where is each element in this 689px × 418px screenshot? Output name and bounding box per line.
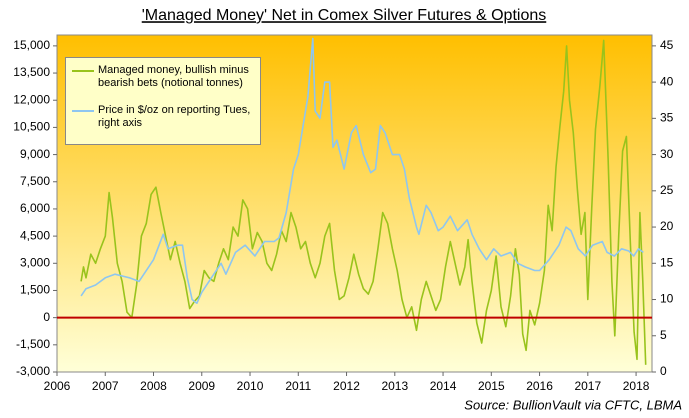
x-tick-label: 2012: [333, 379, 360, 393]
y2-tick-label: 10: [660, 292, 674, 306]
source-note: Source: BullionVault via CFTC, LBMA: [464, 397, 682, 412]
x-tick-label: 2011: [285, 379, 311, 393]
x-tick-label: 2016: [526, 379, 553, 393]
y-tick-label: 3,000: [20, 255, 50, 269]
x-tick-label: 2010: [237, 379, 264, 393]
y2-tick-label: 0: [660, 364, 667, 378]
x-tick-label: 2015: [478, 379, 505, 393]
y-tick-label: 6,000: [20, 201, 50, 215]
y2-tick-label: 25: [660, 183, 674, 197]
y2-tick-label: 30: [660, 147, 674, 161]
y-tick-label: 4,500: [20, 228, 50, 242]
legend-label: Price in $/oz on reporting Tues, right a…: [98, 104, 251, 129]
legend-swatch: [72, 110, 94, 112]
x-tick-label: 2007: [92, 379, 119, 393]
y-tick-label: -3,000: [16, 364, 50, 378]
y-tick-label: 7,500: [20, 174, 50, 188]
x-tick-label: 2017: [574, 379, 601, 393]
y2-tick-label: 35: [660, 111, 674, 125]
y-tick-label: 15,000: [13, 38, 50, 52]
x-tick-label: 2006: [44, 379, 71, 393]
y-tick-label: 12,000: [13, 92, 50, 106]
x-tick-label: 2013: [381, 379, 408, 393]
y-tick-label: 13,500: [13, 65, 50, 79]
x-tick-label: 2014: [430, 379, 457, 393]
y2-tick-label: 20: [660, 219, 674, 233]
y-tick-label: -1,500: [16, 337, 50, 351]
legend: Managed money, bullish minus bearish bet…: [65, 57, 261, 145]
legend-label: Managed money, bullish minus bearish bet…: [98, 64, 249, 89]
x-tick-label: 2018: [623, 379, 650, 393]
y-tick-label: 1,500: [20, 283, 50, 297]
y-tick-label: 0: [43, 310, 50, 324]
legend-swatch: [72, 70, 94, 72]
y2-tick-label: 5: [660, 328, 667, 342]
chart-title: 'Managed Money' Net in Comex Silver Futu…: [142, 7, 547, 24]
y-tick-label: 9,000: [20, 147, 50, 161]
x-tick-label: 2009: [188, 379, 215, 393]
y2-tick-label: 40: [660, 74, 674, 88]
y2-tick-label: 45: [660, 38, 674, 52]
y-tick-label: 10,500: [13, 120, 50, 134]
series-line: [80, 37, 644, 304]
x-tick-label: 2008: [140, 379, 167, 393]
y2-tick-label: 15: [660, 255, 674, 269]
